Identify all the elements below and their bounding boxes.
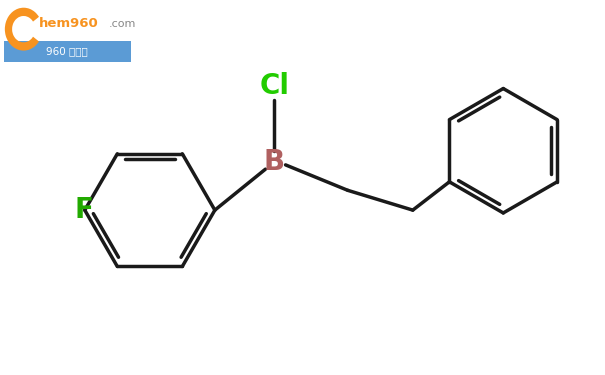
Text: Cl: Cl <box>259 72 289 100</box>
Wedge shape <box>5 8 39 51</box>
Text: 960 化工网: 960 化工网 <box>46 46 88 56</box>
Text: F: F <box>74 196 93 224</box>
Text: hem960: hem960 <box>39 17 99 30</box>
FancyBboxPatch shape <box>4 41 131 62</box>
Text: .com: .com <box>108 19 136 28</box>
Text: B: B <box>264 148 285 176</box>
